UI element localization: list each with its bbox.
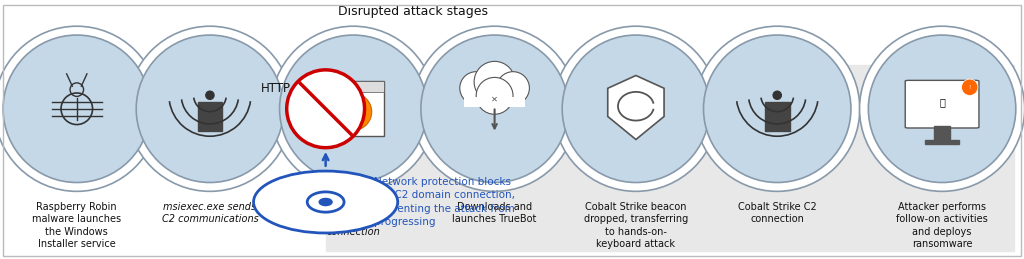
FancyBboxPatch shape — [323, 81, 384, 92]
Ellipse shape — [270, 26, 436, 191]
Ellipse shape — [553, 26, 719, 191]
Polygon shape — [608, 76, 664, 140]
Text: Attacker performs
follow-on activities
and deploys
ransomware: Attacker performs follow-on activities a… — [896, 202, 988, 249]
FancyBboxPatch shape — [326, 65, 1014, 251]
Text: Cobalt Strike C2
connection: Cobalt Strike C2 connection — [738, 202, 816, 224]
Ellipse shape — [136, 35, 284, 183]
Text: Downloads and
launches TrueBot: Downloads and launches TrueBot — [453, 202, 537, 224]
Ellipse shape — [562, 35, 710, 183]
Text: !: ! — [351, 106, 355, 116]
Ellipse shape — [694, 26, 860, 191]
Ellipse shape — [319, 198, 332, 206]
Ellipse shape — [335, 93, 372, 130]
Text: Disrupted attack stages: Disrupted attack stages — [338, 5, 487, 18]
FancyBboxPatch shape — [765, 102, 790, 131]
Ellipse shape — [254, 171, 397, 233]
Ellipse shape — [474, 61, 515, 102]
Ellipse shape — [868, 35, 1016, 183]
FancyBboxPatch shape — [464, 97, 525, 107]
Text: ✕: ✕ — [492, 95, 498, 103]
Ellipse shape — [412, 26, 578, 191]
Text: tddshht[.]com
C2 domain
connection: tddshht[.]com C2 domain connection — [318, 202, 388, 236]
Ellipse shape — [703, 35, 851, 183]
Ellipse shape — [962, 79, 978, 96]
Text: Network protection blocks
the C2 domain connection,
preventing the attack from
p: Network protection blocks the C2 domain … — [374, 177, 515, 227]
Ellipse shape — [0, 26, 160, 191]
Ellipse shape — [3, 35, 151, 183]
Ellipse shape — [773, 91, 781, 99]
FancyBboxPatch shape — [926, 140, 959, 144]
FancyBboxPatch shape — [323, 81, 384, 136]
Text: 🔒: 🔒 — [939, 98, 945, 108]
Ellipse shape — [476, 77, 513, 114]
Ellipse shape — [421, 35, 568, 183]
FancyBboxPatch shape — [935, 126, 950, 142]
Ellipse shape — [497, 72, 529, 104]
Ellipse shape — [307, 192, 344, 212]
Text: !: ! — [969, 85, 971, 90]
Text: HTTP: HTTP — [260, 82, 291, 95]
Ellipse shape — [859, 26, 1024, 191]
FancyBboxPatch shape — [198, 102, 222, 131]
Ellipse shape — [460, 72, 493, 104]
Text: msiexec.exe sends
C2 communications: msiexec.exe sends C2 communications — [162, 202, 258, 224]
Ellipse shape — [280, 35, 427, 183]
Ellipse shape — [287, 70, 365, 148]
FancyBboxPatch shape — [905, 80, 979, 128]
Text: Cobalt Strike beacon
dropped, transferring
to hands-on-
keyboard attack: Cobalt Strike beacon dropped, transferri… — [584, 202, 688, 249]
Ellipse shape — [127, 26, 293, 191]
Text: Raspberry Robin
malware launches
the Windows
Installer service: Raspberry Robin malware launches the Win… — [32, 202, 122, 249]
Ellipse shape — [206, 91, 214, 99]
